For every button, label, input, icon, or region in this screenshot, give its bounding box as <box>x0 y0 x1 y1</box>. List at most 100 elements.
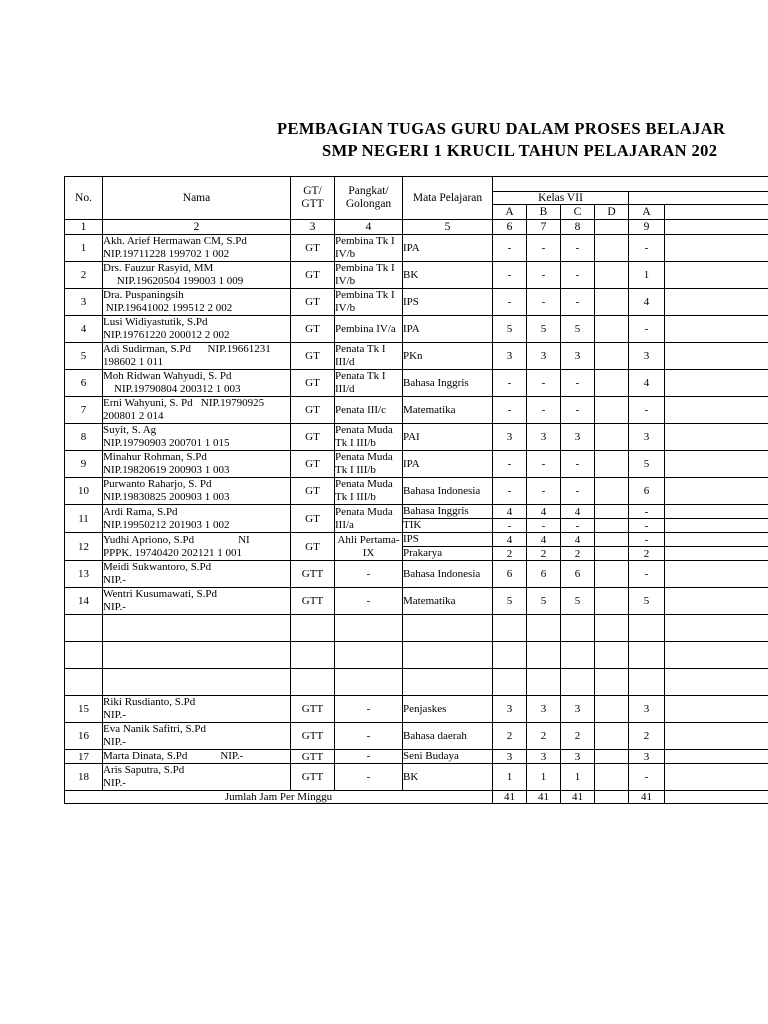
cell-kelas7-b <box>526 614 561 642</box>
cell-kelas8-a: 6 <box>628 477 665 505</box>
header-overflow <box>664 204 768 220</box>
header-row-kelas: Kelas VII <box>65 191 768 205</box>
cell-kelas7-a: - <box>492 369 527 397</box>
header-kelas7-c: C <box>560 204 595 220</box>
cell-kelas8-a: 5 <box>628 587 665 615</box>
cell-kelas7-a: - <box>492 261 527 289</box>
colnum-5: 5 <box>402 219 493 235</box>
cell-nama: Purwanto Raharjo, S. Pd NIP.19830825 200… <box>102 477 291 505</box>
cell-kelas7-d <box>594 369 629 397</box>
cell-pangkat-golongan: Pembina IV/a <box>334 315 403 343</box>
cell-mata-pelajaran: Prakarya <box>402 546 493 561</box>
total-d7 <box>594 790 629 804</box>
cell-pangkat-golongan <box>334 668 403 696</box>
cell-nama: Wentri Kusumawati, S.Pd NIP.- <box>102 587 291 615</box>
cell-no: 3 <box>64 288 103 316</box>
colnum-9: 9 <box>628 219 665 235</box>
cell-kelas7-b: 3 <box>526 695 561 723</box>
cell-gt-gtt: GTT <box>290 763 335 791</box>
cell-gt-gtt <box>290 668 335 696</box>
table-row: 5 Adi Sudirman, S.Pd NIP.19661231 198602 … <box>64 342 768 370</box>
cell-kelas8-a: 2 <box>628 546 665 561</box>
cell-kelas7-c: 1 <box>560 763 595 791</box>
cell-kelas7-c: - <box>560 261 595 289</box>
cell-mata-pelajaran: Bahasa Inggris <box>402 369 493 397</box>
cell-no: 18 <box>64 763 103 791</box>
cell-mata-pelajaran: BK <box>402 763 493 791</box>
cell-kelas7-d <box>594 518 629 533</box>
cell-overflow <box>664 560 768 588</box>
cell-nama: Akh. Arief Hermawan CM, S.Pd NIP.1971122… <box>102 234 291 262</box>
cell-overflow <box>664 614 768 642</box>
table-head: No. Nama GT/ GTT Pangkat/ Golongan Mata … <box>64 176 768 235</box>
cell-kelas7-a: 1 <box>492 763 527 791</box>
table-row: 3 Dra. Puspaningsih NIP.19641002 199512 2… <box>64 288 768 316</box>
cell-no: 10 <box>64 477 103 505</box>
cell-gt-gtt <box>290 641 335 669</box>
cell-overflow <box>664 504 768 519</box>
cell-overflow <box>664 261 768 289</box>
cell-mata-pelajaran: IPS <box>402 288 493 316</box>
cell-kelas7-a: 2 <box>492 546 527 561</box>
header-mata-pelajaran: Mata Pelajaran <box>402 176 493 220</box>
total-row: Jumlah Jam Per Minggu 41 41 41 41 <box>64 790 768 804</box>
cell-overflow <box>664 396 768 424</box>
colnum-2: 2 <box>102 219 291 235</box>
cell-kelas7-c: 3 <box>560 423 595 451</box>
cell-kelas8-a: - <box>628 504 665 519</box>
cell-kelas7-b: - <box>526 288 561 316</box>
cell-kelas8-a: 3 <box>628 423 665 451</box>
cell-nama: Lusi Widiyastutik, S.Pd NIP.19761220 200… <box>102 315 291 343</box>
cell-nama: Adi Sudirman, S.Pd NIP.19661231 198602 1… <box>102 342 291 370</box>
cell-kelas7-a <box>492 641 527 669</box>
cell-mata-pelajaran: IPS <box>402 532 493 547</box>
cell-gt-gtt: GT <box>290 504 335 533</box>
colnum-7: 7 <box>526 219 561 235</box>
cell-nama: Riki Rusdianto, S.Pd NIP.- <box>102 695 291 723</box>
header-row-top: No. Nama GT/ GTT Pangkat/ Golongan Mata … <box>64 176 768 220</box>
table-row: 1 Akh. Arief Hermawan CM, S.Pd NIP.197112… <box>64 234 768 262</box>
cell-overflow <box>664 518 768 533</box>
cell-pangkat-golongan: Penata Tk I III/d <box>334 369 403 397</box>
cell-kelas7-b: - <box>526 450 561 478</box>
cell-kelas7-d <box>594 546 629 561</box>
cell-kelas7-c: 2 <box>560 546 595 561</box>
cell-nama: Drs. Fauzur Rasyid, MM NIP.19620504 1990… <box>102 261 291 289</box>
cell-no: 16 <box>64 722 103 750</box>
cell-kelas7-c: 5 <box>560 315 595 343</box>
header-kelas7-b: B <box>526 204 561 220</box>
colnum-4: 4 <box>334 219 403 235</box>
cell-kelas8-a <box>628 614 665 642</box>
cell-overflow <box>664 342 768 370</box>
title-line-1: PEMBAGIAN TUGAS GURU DALAM PROSES BELAJA… <box>277 119 726 138</box>
cell-kelas7-d <box>594 504 629 519</box>
cell-kelas7-a: 6 <box>492 560 527 588</box>
cell-kelas7-a: - <box>492 450 527 478</box>
cell-pangkat-golongan <box>334 641 403 669</box>
cell-kelas7-c: 6 <box>560 560 595 588</box>
table-row: 4 Lusi Widiyastutik, S.Pd NIP.19761220 20… <box>64 315 768 343</box>
cell-mata-pelajaran: IPA <box>402 450 493 478</box>
cell-kelas7-d <box>594 477 629 505</box>
cell-no <box>64 641 103 669</box>
cell-no: 11 <box>64 504 103 533</box>
cell-kelas7-b: 1 <box>526 763 561 791</box>
table-row: 15 Riki Rusdianto, S.Pd NIP.- GTT - Penjaske… <box>64 695 768 723</box>
cell-kelas7-c: - <box>560 288 595 316</box>
cell-pangkat-golongan: - <box>334 587 403 615</box>
cell-overflow <box>664 450 768 478</box>
colnum-8: 8 <box>560 219 595 235</box>
cell-gt-gtt <box>290 614 335 642</box>
header-semester-truncated: SM <box>492 176 768 192</box>
cell-kelas7-a <box>492 668 527 696</box>
cell-no: 4 <box>64 315 103 343</box>
cell-kelas7-c <box>560 614 595 642</box>
cell-kelas7-a: 4 <box>492 504 527 519</box>
cell-pangkat-golongan: Ahli Pertama- IX <box>334 532 403 561</box>
cell-nama <box>102 614 291 642</box>
cell-no: 7 <box>64 396 103 424</box>
cell-kelas7-b: 2 <box>526 722 561 750</box>
cell-kelas7-d <box>594 261 629 289</box>
cell-kelas7-b: 4 <box>526 532 561 547</box>
